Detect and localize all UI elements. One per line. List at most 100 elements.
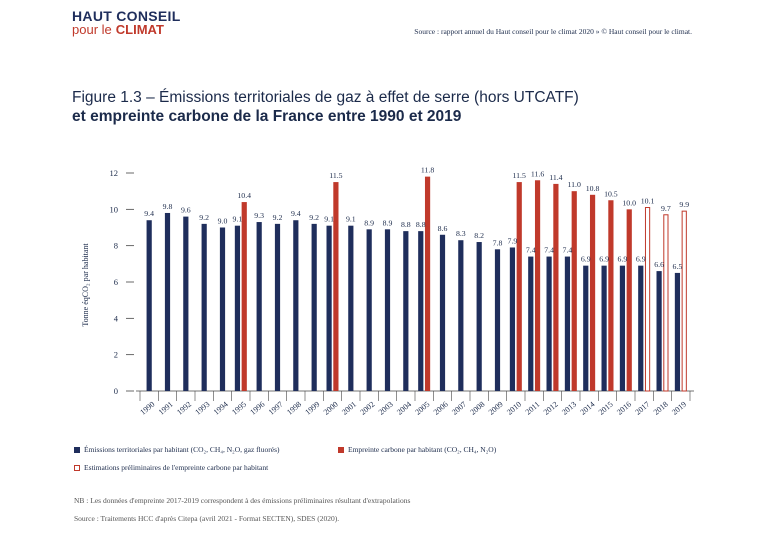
data-label-territorial-2018: 6.6	[654, 260, 664, 269]
bar-territorial-2002	[366, 229, 372, 391]
legend-swatch-red	[338, 446, 344, 453]
data-label-territorial-2000: 9.1	[324, 215, 334, 224]
x-tick-label-1996: 1996	[248, 400, 266, 417]
x-tick-label-2002: 2002	[358, 400, 376, 417]
data-label-footprint-2015: 10.5	[604, 189, 618, 198]
data-label-territorial-2014: 6.9	[581, 255, 591, 264]
x-tick-label-2012: 2012	[542, 400, 560, 417]
data-label-territorial-1990: 9.4	[144, 209, 154, 218]
bar-footprint-2016	[626, 209, 632, 391]
data-label-footprint-1995: 10.4	[237, 191, 251, 200]
bar-territorial-1994	[219, 227, 226, 391]
x-tick-label-2010: 2010	[505, 400, 523, 417]
y-tick-label: 0	[114, 386, 118, 396]
data-label-territorial-2006: 8.6	[438, 224, 448, 233]
legend-estimated-label: Estimations préliminaires de l'empreinte…	[84, 463, 269, 472]
legend-footprint: Empreinte carbone par habitant (CO₂, CH₄…	[338, 445, 496, 454]
y-tick-label: 2	[114, 350, 118, 360]
data-label-territorial-2009: 7.8	[493, 238, 503, 247]
x-tick-label-1994: 1994	[212, 400, 230, 417]
bar-footprint-2010	[516, 182, 522, 391]
x-tick-label-2000: 2000	[322, 400, 340, 417]
data-label-territorial-1991: 9.8	[163, 202, 173, 211]
y-tick-label: 12	[110, 168, 119, 178]
x-tick-label-2016: 2016	[615, 400, 633, 417]
bar-territorial-1996	[256, 222, 262, 391]
data-label-footprint-2011: 11.6	[531, 169, 544, 178]
data-label-territorial-2008: 8.2	[474, 231, 484, 240]
data-label-estimated-2017: 10.1	[641, 197, 655, 206]
bar-territorial-2019	[674, 272, 681, 391]
bar-territorial-1990	[146, 220, 152, 391]
data-label-footprint-2000: 11.5	[329, 171, 342, 180]
x-tick-label-2001: 2001	[340, 400, 358, 417]
bar-territorial-2008	[476, 242, 482, 391]
data-label-territorial-2012: 7.4	[544, 246, 554, 255]
data-label-territorial-1995: 9.1	[233, 215, 243, 224]
data-label-territorial-2005: 8.8	[416, 220, 426, 229]
x-tick-label-2018: 2018	[652, 400, 670, 417]
bar-territorial-2013	[564, 256, 571, 391]
bar-footprint-2013	[571, 191, 577, 391]
figure-title: Figure 1.3 – Émissions territoriales de …	[72, 88, 579, 126]
data-label-territorial-1997: 9.2	[273, 213, 283, 222]
data-label-territorial-2004: 8.8	[401, 220, 411, 229]
x-tick-label-1990: 1990	[138, 400, 156, 417]
data-label-territorial-1993: 9.2	[199, 213, 209, 222]
figure-title-line1: Figure 1.3 – Émissions territoriales de …	[72, 89, 579, 106]
x-tick-label-2014: 2014	[578, 400, 596, 417]
x-tick-label-1998: 1998	[285, 400, 303, 417]
x-tick-label-2006: 2006	[432, 400, 450, 417]
x-tick-label-2013: 2013	[560, 400, 578, 417]
bar-territorial-2005	[418, 231, 424, 391]
data-label-territorial-1992: 9.6	[181, 206, 191, 215]
logo-line2-brand: CLIMAT	[115, 22, 164, 37]
data-label-territorial-2011: 7.4	[526, 246, 536, 255]
footnote-nb: NB : Les données d'empreinte 2017-2019 c…	[74, 496, 411, 505]
bar-estimated-2018	[663, 214, 669, 392]
y-tick-label: 4	[114, 313, 119, 323]
x-tick-label-2005: 2005	[413, 400, 431, 417]
bar-territorial-2011	[528, 256, 534, 391]
legend-territorial-label: Émissions territoriales par habitant (CO…	[84, 445, 280, 454]
x-tick-label-1993: 1993	[193, 400, 211, 417]
x-tick-label-2017: 2017	[633, 400, 651, 417]
data-label-territorial-2017: 6.9	[636, 255, 646, 264]
data-label-territorial-2016: 6.9	[618, 255, 628, 264]
bar-territorial-2009	[494, 249, 501, 391]
x-tick-label-2008: 2008	[468, 400, 486, 417]
data-label-footprint-2005: 11.8	[421, 166, 434, 175]
data-label-estimated-2019: 9.9	[679, 200, 689, 209]
bar-territorial-1995	[234, 225, 241, 391]
bar-territorial-2010	[509, 247, 516, 391]
data-label-territorial-2002: 8.9	[364, 218, 374, 227]
y-axis-label: Tonne éqCO₂ par habitant	[81, 243, 90, 327]
bar-territorial-2001	[348, 225, 354, 391]
chart-data-labels: 9.4 9.8 9.6 9.2 9.0 9.1 10.4 9.3 9.2 9.4 9.2 9.1 11.…	[144, 166, 689, 271]
legend-estimated: Estimations préliminaires de l'empreinte…	[74, 463, 268, 472]
footnote-source: Source : Traitements HCC d'après Citepa …	[74, 514, 340, 523]
data-label-footprint-2010: 11.5	[513, 171, 526, 180]
data-label-territorial-2019: 6.5	[673, 262, 683, 271]
data-label-estimated-2018: 9.7	[661, 204, 671, 213]
bar-footprint-2011	[534, 180, 541, 391]
bar-estimated-2019	[681, 210, 687, 392]
x-tick-label-1995: 1995	[230, 400, 248, 417]
bar-footprint-2012	[553, 183, 559, 391]
data-label-territorial-1998: 9.4	[291, 209, 301, 218]
x-tick-label-1991: 1991	[157, 400, 175, 417]
legend-footprint-label: Empreinte carbone par habitant (CO₂, CH₄…	[348, 445, 497, 454]
bar-territorial-1993	[201, 223, 207, 391]
legend-swatch-navy	[74, 446, 80, 453]
data-label-territorial-2003: 8.9	[383, 218, 393, 227]
data-label-territorial-2007: 8.3	[456, 229, 466, 238]
data-label-territorial-1994: 9.0	[218, 217, 228, 226]
bar-territorial-2017	[638, 265, 644, 391]
logo-line1: HAUT CONSEIL	[72, 8, 181, 24]
bar-estimated-2017	[644, 207, 651, 392]
bar-territorial-2003	[384, 229, 391, 391]
legend-swatch-outline	[74, 464, 80, 471]
bar-footprint-2000	[333, 182, 339, 391]
bar-territorial-1997	[274, 223, 281, 391]
